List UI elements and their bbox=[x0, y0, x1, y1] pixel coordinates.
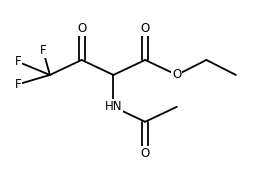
Text: O: O bbox=[140, 22, 150, 35]
Text: HN: HN bbox=[105, 100, 122, 113]
Text: F: F bbox=[40, 44, 46, 57]
Text: O: O bbox=[77, 22, 86, 35]
Text: F: F bbox=[15, 78, 21, 91]
Text: O: O bbox=[140, 147, 150, 160]
Text: F: F bbox=[15, 55, 21, 68]
Text: O: O bbox=[172, 69, 182, 82]
